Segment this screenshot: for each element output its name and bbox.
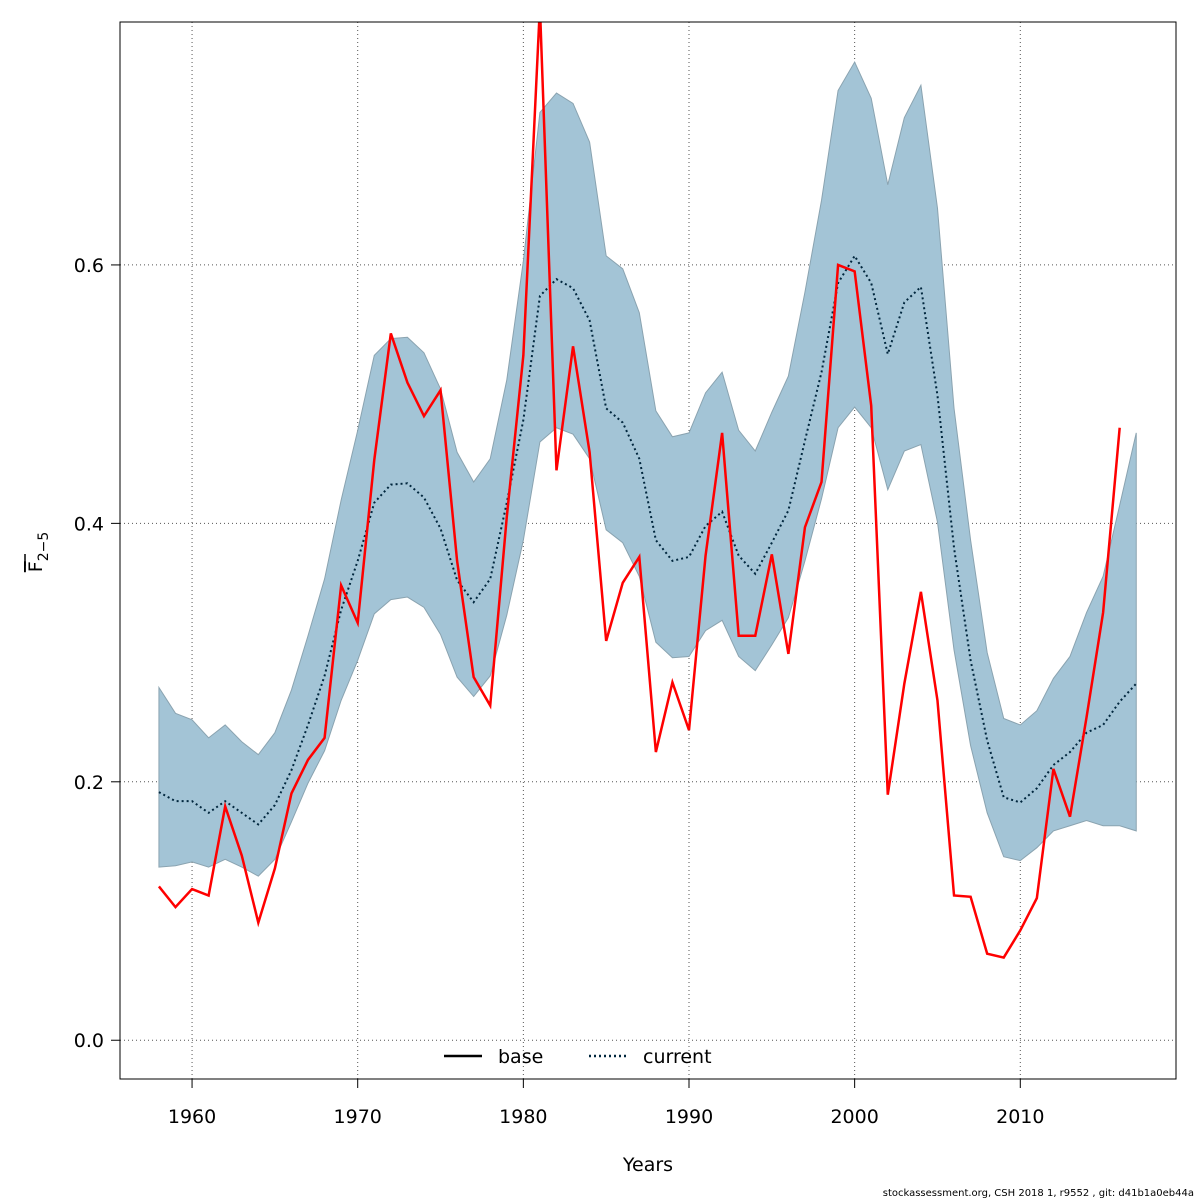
y-axis-label: F2−5 xyxy=(24,532,52,572)
series-line xyxy=(158,253,1137,826)
x-tick-label: 1960 xyxy=(168,1106,216,1128)
y-tick-label: 0.2 xyxy=(74,772,104,794)
series-line xyxy=(157,22,1121,959)
confidence-band xyxy=(158,60,1137,877)
y-label-f: F xyxy=(25,561,47,572)
x-tick-label: 1980 xyxy=(499,1106,547,1128)
x-tick-label: 1970 xyxy=(334,1106,382,1128)
x-axis-label: Years xyxy=(622,1154,673,1176)
y-tick-label: 0.6 xyxy=(74,255,104,277)
y-tick-label: 0.0 xyxy=(74,1030,104,1052)
x-tick-label: 1990 xyxy=(665,1106,713,1128)
footer: stockassessment.org, CSH 2018 1, r9552 ,… xyxy=(883,1188,1194,1199)
x-tick-label: 2010 xyxy=(996,1106,1044,1128)
legend-label: base xyxy=(498,1046,543,1068)
y-tick-label: 0.4 xyxy=(74,513,104,535)
plot-frame xyxy=(119,21,1177,1080)
y-label-sub: 2−5 xyxy=(36,532,52,562)
legend-label: current xyxy=(643,1046,712,1068)
x-tick-label: 2000 xyxy=(830,1106,878,1128)
y-label-main: F2−5 xyxy=(25,532,52,572)
